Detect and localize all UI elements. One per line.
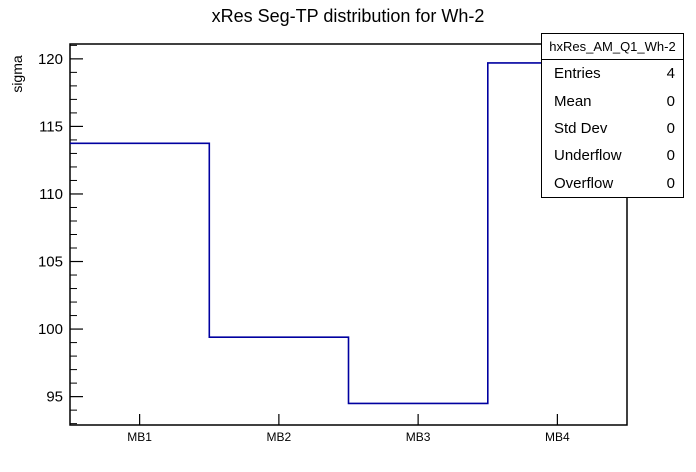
x-tick-label: MB2 (267, 430, 292, 444)
stats-row: Entries 4 (542, 60, 683, 87)
histogram-line (70, 62, 627, 405)
chart-title: xRes Seg-TP distribution for Wh-2 (211, 6, 485, 26)
stats-row: Std Dev 0 (542, 115, 683, 142)
x-tick-label: MB4 (545, 430, 570, 444)
y-tick-label: 105 (38, 254, 63, 271)
stats-row-label: Std Dev (554, 120, 608, 138)
x-tick-label: MB3 (406, 430, 431, 444)
stats-row: Underflow 0 (542, 142, 683, 169)
y-tick-label: 95 (46, 389, 63, 406)
x-tick-label: MB1 (127, 430, 152, 444)
stats-row-label: Underflow (554, 147, 622, 165)
stats-row: Mean 0 (542, 87, 683, 114)
stats-row: Overflow 0 (542, 170, 683, 197)
y-tick-label: 120 (38, 51, 63, 68)
stats-row-value: 0 (666, 174, 675, 192)
stats-row-label: Mean (554, 92, 592, 110)
stats-rows: Entries 4 Mean 0 Std Dev 0 Underflow 0 Overflow 0 (542, 60, 683, 197)
stats-box-title: hxRes_AM_Q1_Wh-2 (542, 34, 683, 60)
stats-row-value: 0 (666, 147, 675, 165)
stats-row-label: Overflow (554, 174, 614, 192)
stats-box: hxRes_AM_Q1_Wh-2 Entries 4 Mean 0 Std Dev 0 Un… (541, 33, 684, 198)
stats-row-value: 4 (666, 65, 675, 83)
y-tick-label: 100 (38, 321, 63, 338)
stats-row-label: Entries (554, 65, 601, 83)
y-tick-label: 115 (39, 118, 63, 135)
stats-row-value: 0 (666, 92, 675, 110)
stats-row-value: 0 (666, 120, 675, 138)
y-tick-label: 110 (39, 186, 63, 203)
